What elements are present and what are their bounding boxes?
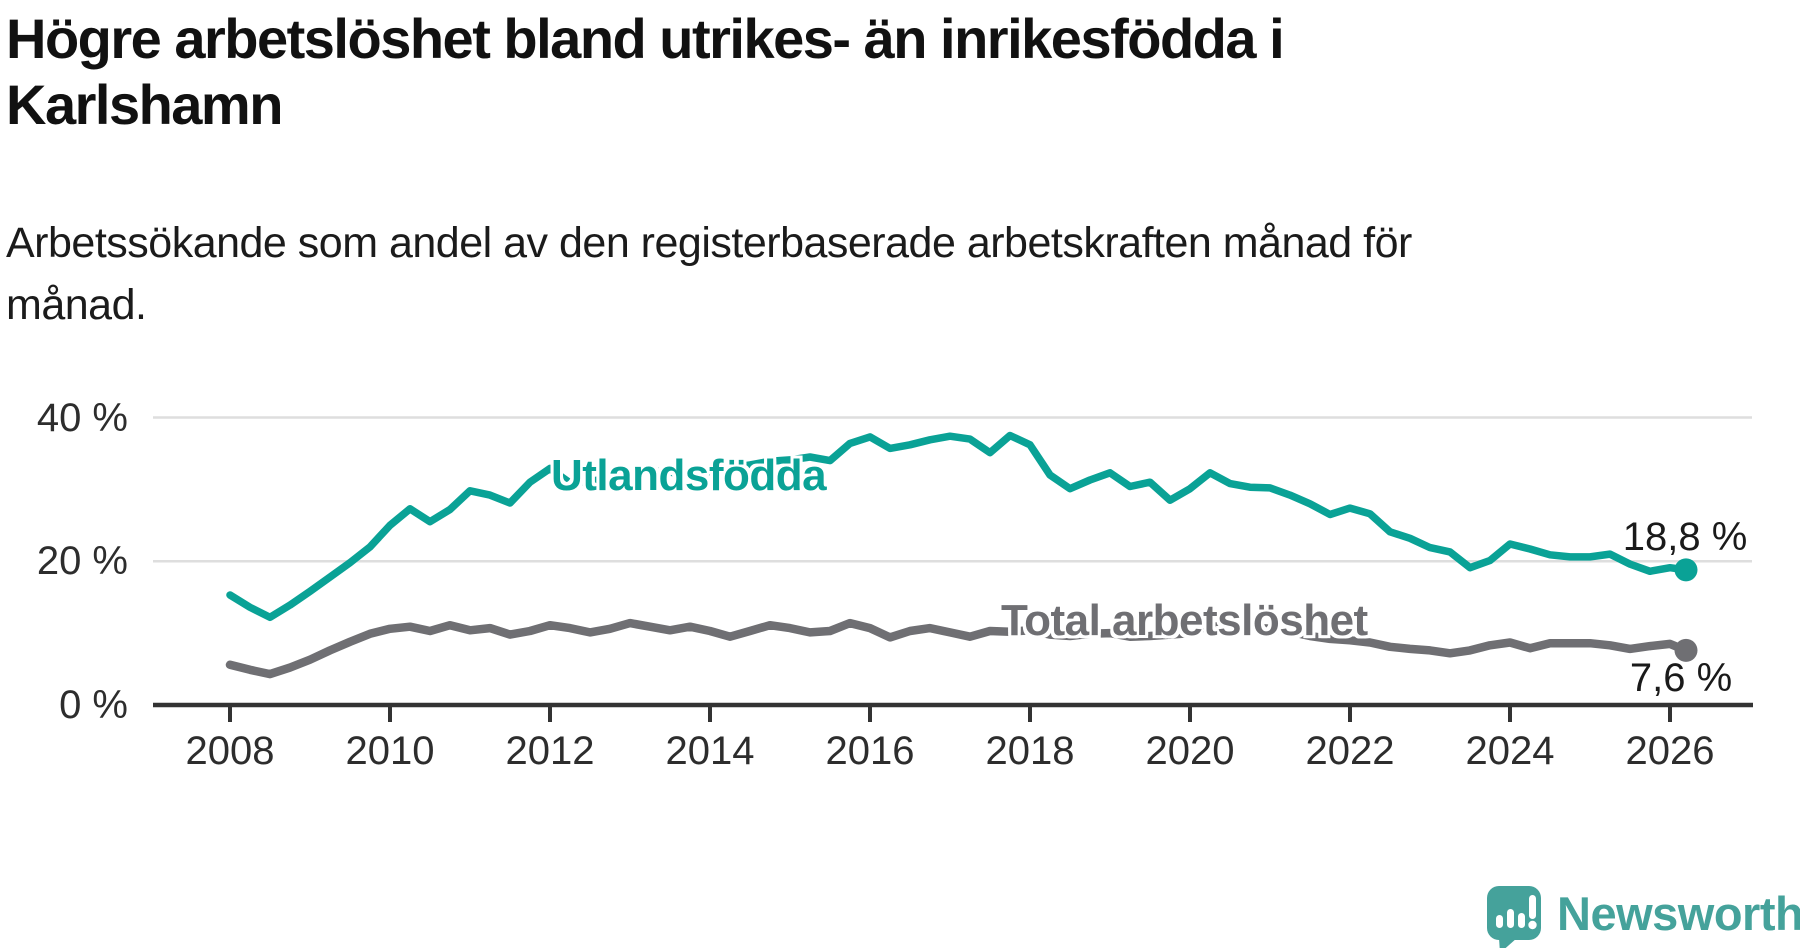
newsworthy-logo-text: Newsworthy xyxy=(1557,887,1800,940)
x-tick-label-2018: 2018 xyxy=(985,729,1075,773)
x-tick-label-2026: 2026 xyxy=(1625,729,1715,773)
x-tick-label-2020: 2020 xyxy=(1145,729,1235,773)
series-label-utlandsfodda: Utlandsfödda xyxy=(551,451,827,500)
x-axis xyxy=(153,702,1753,722)
x-tick-label-2010: 2010 xyxy=(345,729,435,773)
line-total-arbetsloshet xyxy=(225,618,1691,679)
title-line-1: Högre arbetslöshet bland utrikes- än inr… xyxy=(6,7,1285,70)
x-tick-label-2012: 2012 xyxy=(505,729,595,773)
y-tick-label-0: 0 % xyxy=(59,683,128,727)
title-line-2: Karlshamn xyxy=(6,73,283,136)
x-tick-label-2014: 2014 xyxy=(665,729,755,773)
newsworthy-logo-icon xyxy=(1487,886,1541,948)
subtitle-line-1: Arbetssökande som andel av den registerb… xyxy=(6,219,1412,267)
page-title: Högre arbetslöshet bland utrikes- än inr… xyxy=(6,6,1566,138)
subtitle-line-2: månad. xyxy=(6,281,147,329)
end-dot-total xyxy=(1674,638,1698,662)
end-dot-utlandsfodda xyxy=(1674,558,1698,582)
newsworthy-logo: Newsworthy xyxy=(1487,884,1800,948)
x-tick-label-2016: 2016 xyxy=(825,729,915,773)
y-tick-label-20: 20 % xyxy=(36,539,128,583)
line-utlandsfodda xyxy=(226,431,1690,622)
end-value-label-total: 7,6 % xyxy=(1629,656,1733,700)
x-tick-label-2024: 2024 xyxy=(1465,729,1555,773)
x-tick-label-2008: 2008 xyxy=(185,729,275,773)
series-label-total-arbetsloshet: Total arbetslöshet xyxy=(1001,596,1368,645)
end-value-label-utlandsfodda: 18,8 % xyxy=(1622,515,1748,559)
chart-subtitle: Arbetssökande som andel av den registerb… xyxy=(6,212,1566,336)
x-tick-label-2022: 2022 xyxy=(1305,729,1395,773)
y-tick-label-40: 40 % xyxy=(36,396,128,440)
